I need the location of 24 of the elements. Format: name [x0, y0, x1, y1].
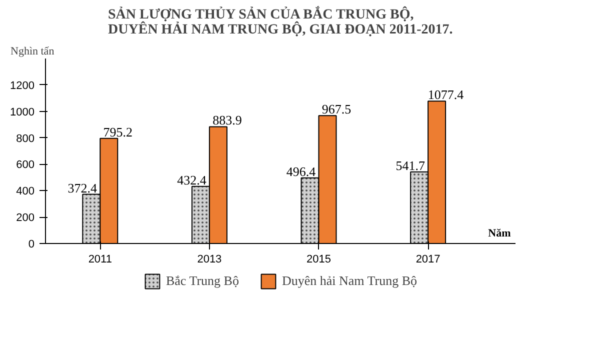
y-tick-label: 600	[16, 159, 35, 172]
chart-title: SẢN LƯỢNG THỦY SẢN CỦA BẮC TRUNG BỘ, DUYÊN HẢI NAM TRUNG BỘ, GIAI ĐOẠN 2011-2017.	[108, 6, 453, 38]
data-label: 1077.4	[428, 87, 464, 102]
y-tick-label: 1000	[10, 106, 35, 118]
y-tick-label: 800	[16, 132, 35, 145]
x-tick-label: 2011	[88, 254, 112, 266]
x-tick-label: 2013	[197, 254, 222, 266]
data-label: 883.9	[212, 112, 242, 128]
x-axis-title: Năm	[488, 228, 511, 240]
data-label: 967.5	[322, 102, 352, 117]
data-label: 541.7	[396, 158, 426, 173]
y-tick-label: 400	[16, 186, 35, 198]
y-tick-label: 200	[16, 212, 35, 224]
legend-label: Bắc Trung Bộ	[166, 273, 239, 289]
y-tick-label: 0	[28, 238, 35, 250]
data-label: 372.4	[68, 180, 98, 196]
data-label: 795.2	[103, 124, 133, 140]
data-label: 432.4	[177, 172, 207, 188]
x-tick-label: 2017	[416, 254, 440, 266]
y-axis-title: Nghìn tấn	[10, 46, 55, 58]
legend-label: Duyên hải Nam Trung Bộ	[282, 273, 418, 289]
y-tick-label: 1200	[10, 80, 35, 92]
x-tick-label: 2015	[306, 254, 332, 266]
data-label: 496.4	[286, 164, 316, 179]
